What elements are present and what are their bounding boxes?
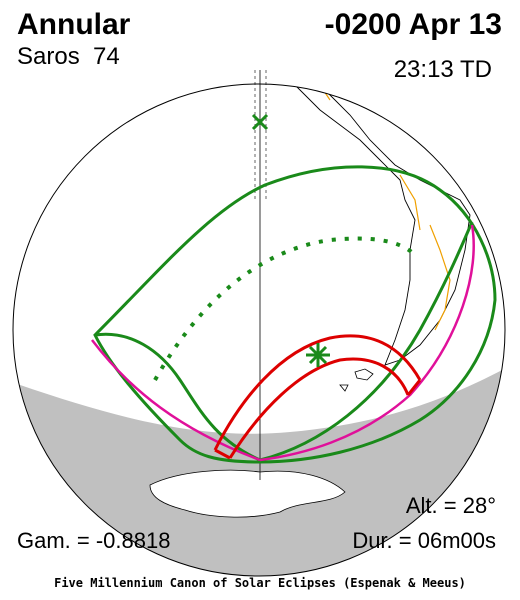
islands bbox=[339, 368, 374, 392]
penumbra-limit bbox=[94, 221, 474, 462]
rise-set-curve bbox=[91, 224, 475, 462]
gamma: Gam. = -0.8818 bbox=[17, 528, 171, 553]
globe-edge bbox=[12, 83, 506, 577]
credit: Five Millennium Canon of Solar Eclipses … bbox=[54, 576, 466, 590]
penumbra-limit bbox=[93, 165, 497, 464]
antarctica bbox=[149, 469, 346, 518]
subsolar-point bbox=[251, 113, 269, 131]
duration: Dur. = 06m00s bbox=[352, 528, 496, 553]
central-line bbox=[153, 236, 417, 381]
eclipse-type: Annular bbox=[17, 8, 131, 41]
coastline bbox=[279, 84, 471, 366]
greatest-eclipse bbox=[306, 343, 330, 367]
altitude: Alt. = 28° bbox=[405, 493, 496, 518]
date: -0200 Apr 13 bbox=[324, 8, 502, 41]
saros: Saros 74 bbox=[17, 43, 120, 70]
time: 23:13 TD bbox=[393, 56, 492, 83]
annular-path-limits bbox=[213, 334, 422, 460]
